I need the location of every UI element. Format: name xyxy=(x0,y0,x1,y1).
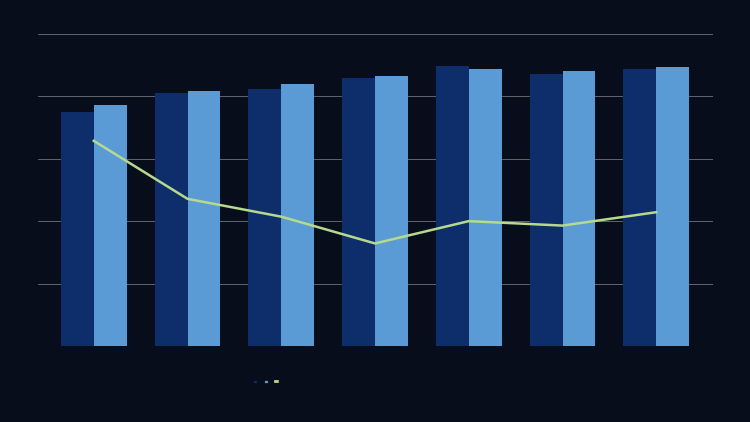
Bar xyxy=(342,78,375,346)
Bar xyxy=(623,69,656,346)
Bar xyxy=(248,89,281,346)
Bar xyxy=(94,106,127,346)
Bar xyxy=(61,112,94,346)
Bar xyxy=(656,67,689,346)
Legend: Production, Total use, Stocks-to-use ratio (%): Production, Total use, Stocks-to-use rat… xyxy=(254,380,294,383)
Bar xyxy=(562,71,596,346)
Bar xyxy=(375,76,408,346)
Bar xyxy=(436,66,469,346)
Bar xyxy=(188,91,220,346)
Bar xyxy=(530,74,562,346)
Bar xyxy=(469,69,502,346)
Bar xyxy=(154,93,188,346)
Bar xyxy=(281,84,314,346)
